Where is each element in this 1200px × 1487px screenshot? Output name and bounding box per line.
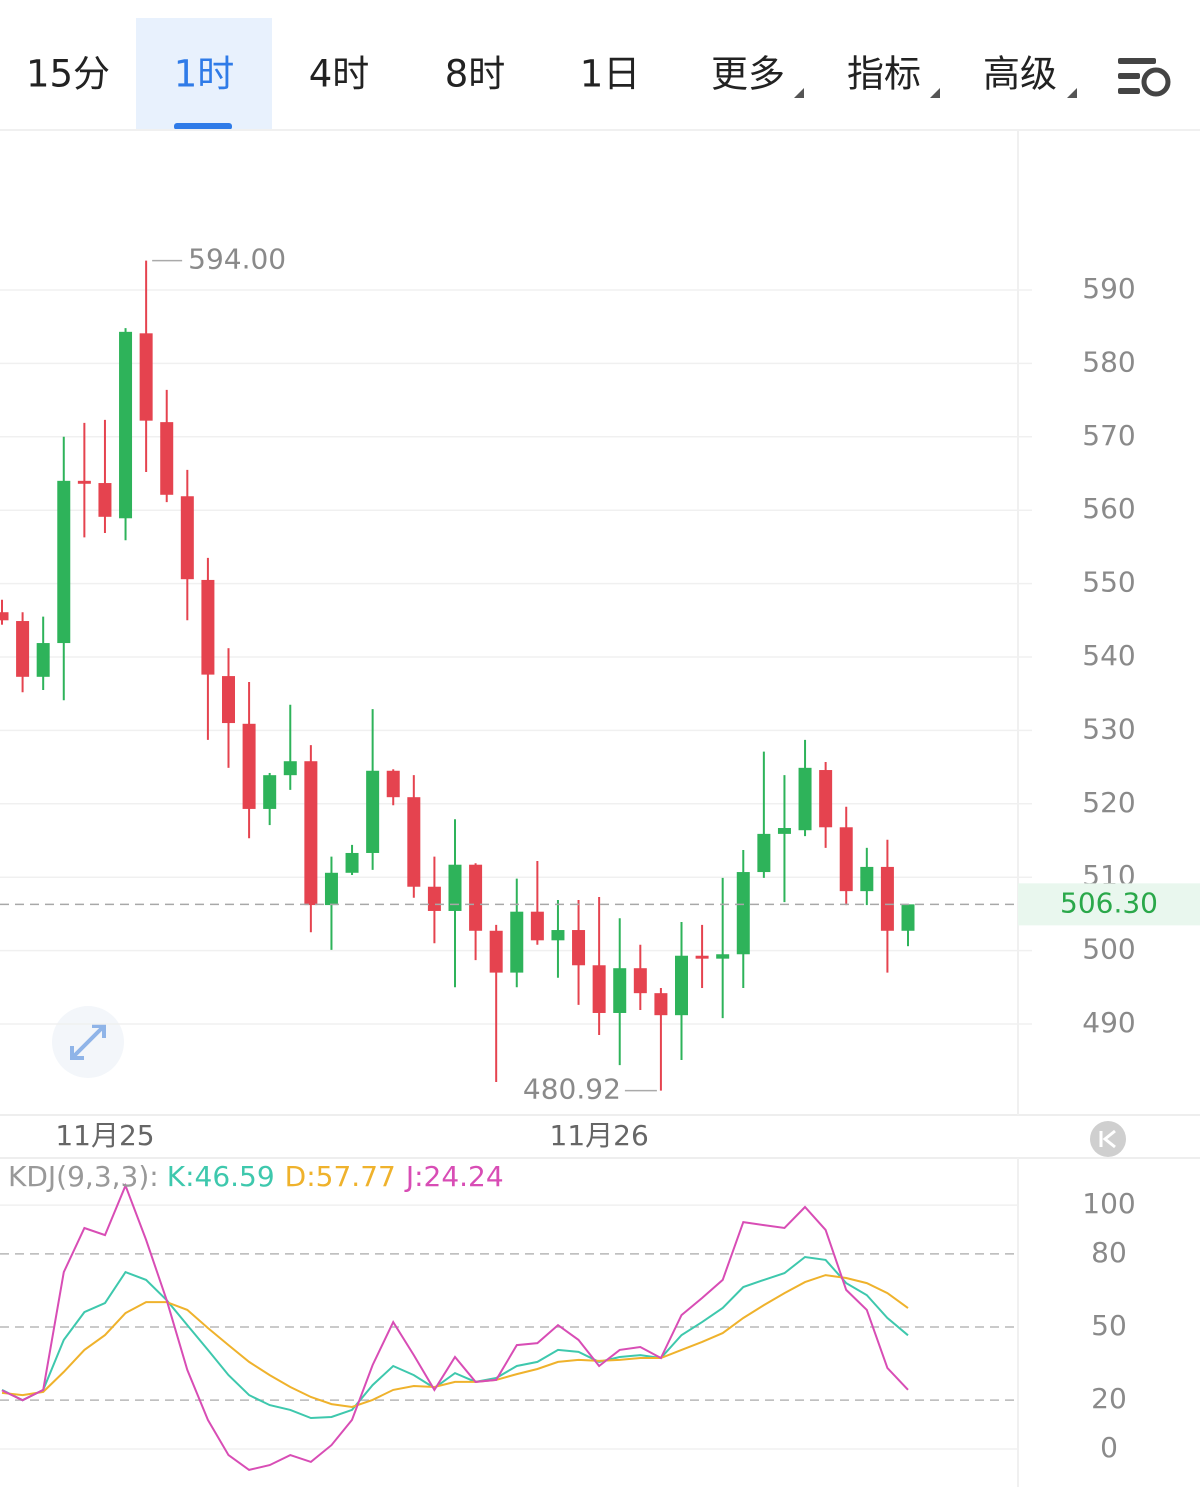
candle-body bbox=[366, 770, 380, 853]
candle-body bbox=[345, 852, 359, 873]
selected-tab-underline bbox=[174, 123, 232, 130]
candle-body bbox=[119, 331, 133, 519]
indicator-title: KDJ(9,3,3): bbox=[8, 1160, 159, 1193]
y-tick-label: 80 bbox=[1091, 1236, 1127, 1269]
candle-body bbox=[551, 930, 565, 941]
last-price-label: 506.30 bbox=[1060, 886, 1158, 919]
candle-body bbox=[242, 723, 256, 809]
selected-tab-bg bbox=[136, 18, 272, 130]
candle-body bbox=[407, 797, 421, 887]
candle-body bbox=[736, 872, 750, 955]
y-tick-label: 540 bbox=[1082, 639, 1135, 672]
candle-body bbox=[901, 904, 915, 931]
y-tick-label: 500 bbox=[1082, 933, 1135, 966]
y-tick-label: 0 bbox=[1100, 1431, 1118, 1464]
indicator-line bbox=[1, 1182, 909, 1471]
candle-body bbox=[324, 872, 338, 906]
candle-body bbox=[263, 775, 277, 809]
candle-body bbox=[633, 968, 647, 994]
y-tick-label: 490 bbox=[1082, 1006, 1135, 1039]
legend-entry: J:24.24 bbox=[404, 1160, 504, 1193]
y-tick-label: 560 bbox=[1082, 492, 1135, 525]
candle-body bbox=[654, 993, 668, 1016]
y-tick-label: 590 bbox=[1082, 272, 1135, 305]
y-tick-label: 530 bbox=[1082, 712, 1135, 745]
candle-body bbox=[757, 833, 771, 873]
candle-body bbox=[613, 968, 627, 1013]
dropdown-arrow bbox=[794, 88, 1077, 98]
candle-body bbox=[469, 864, 483, 931]
candle-body bbox=[16, 621, 30, 677]
candle-body bbox=[592, 965, 606, 1013]
y-tick-label: 50 bbox=[1091, 1309, 1127, 1342]
legend-entry: D:57.77 bbox=[285, 1160, 396, 1193]
candle-body bbox=[77, 480, 91, 484]
candle-body bbox=[427, 886, 441, 911]
tab[interactable]: 1日 bbox=[580, 53, 641, 96]
candle-body bbox=[222, 676, 235, 724]
candle-body bbox=[716, 954, 730, 959]
last-price-box bbox=[1018, 883, 1200, 926]
settings-icon[interactable] bbox=[1118, 58, 1171, 97]
tab[interactable]: 更多 bbox=[711, 53, 785, 96]
candle-body bbox=[510, 911, 524, 973]
jump-latest-button[interactable] bbox=[1090, 1121, 1126, 1157]
candle-body bbox=[139, 333, 153, 421]
candle-body bbox=[36, 643, 50, 677]
candle-body bbox=[448, 864, 462, 911]
tab[interactable]: 4时 bbox=[309, 53, 370, 96]
tab[interactable]: 高级 bbox=[983, 53, 1057, 96]
candle-body bbox=[839, 827, 853, 892]
candle-body bbox=[0, 612, 9, 621]
y-tick-label: 100 bbox=[1082, 1187, 1135, 1220]
indicator-line bbox=[1, 1255, 909, 1420]
candle-body bbox=[798, 767, 812, 831]
high-label: 594.00 bbox=[188, 243, 286, 276]
candle-body bbox=[819, 770, 833, 828]
candle-body bbox=[675, 955, 688, 1016]
y-tick-label: 570 bbox=[1082, 419, 1135, 452]
candle-body bbox=[57, 480, 71, 644]
candle-body bbox=[695, 955, 709, 959]
candle-body bbox=[304, 761, 318, 906]
y-tick-label: 20 bbox=[1091, 1382, 1127, 1415]
tab[interactable]: 15分 bbox=[26, 53, 110, 96]
y-tick-label: 520 bbox=[1082, 786, 1135, 819]
tab[interactable]: 指标 bbox=[847, 53, 921, 96]
expand-button[interactable] bbox=[52, 1006, 124, 1078]
candle-body bbox=[880, 866, 894, 931]
x-tick-label: 11月25 bbox=[55, 1119, 154, 1152]
candle-body bbox=[201, 579, 215, 675]
candle-body bbox=[98, 483, 112, 517]
tab[interactable]: 1时 bbox=[174, 53, 235, 96]
candle-body bbox=[489, 930, 503, 973]
candle-body bbox=[572, 930, 586, 966]
candle-body bbox=[160, 422, 174, 495]
candle-body bbox=[283, 761, 297, 776]
y-tick-label: 550 bbox=[1082, 566, 1135, 599]
x-tick-label: 11月26 bbox=[550, 1119, 649, 1152]
candle-body bbox=[860, 866, 874, 892]
candle-body bbox=[386, 770, 400, 798]
low-label: 480.92 bbox=[523, 1073, 621, 1106]
candle-body bbox=[777, 828, 791, 834]
candle-body bbox=[180, 496, 194, 580]
tab[interactable]: 8时 bbox=[445, 53, 506, 96]
y-tick-label: 580 bbox=[1082, 345, 1135, 378]
legend-entry: K:46.59 bbox=[167, 1160, 275, 1193]
indicator-line bbox=[1, 1274, 909, 1409]
candle-body bbox=[530, 911, 544, 941]
